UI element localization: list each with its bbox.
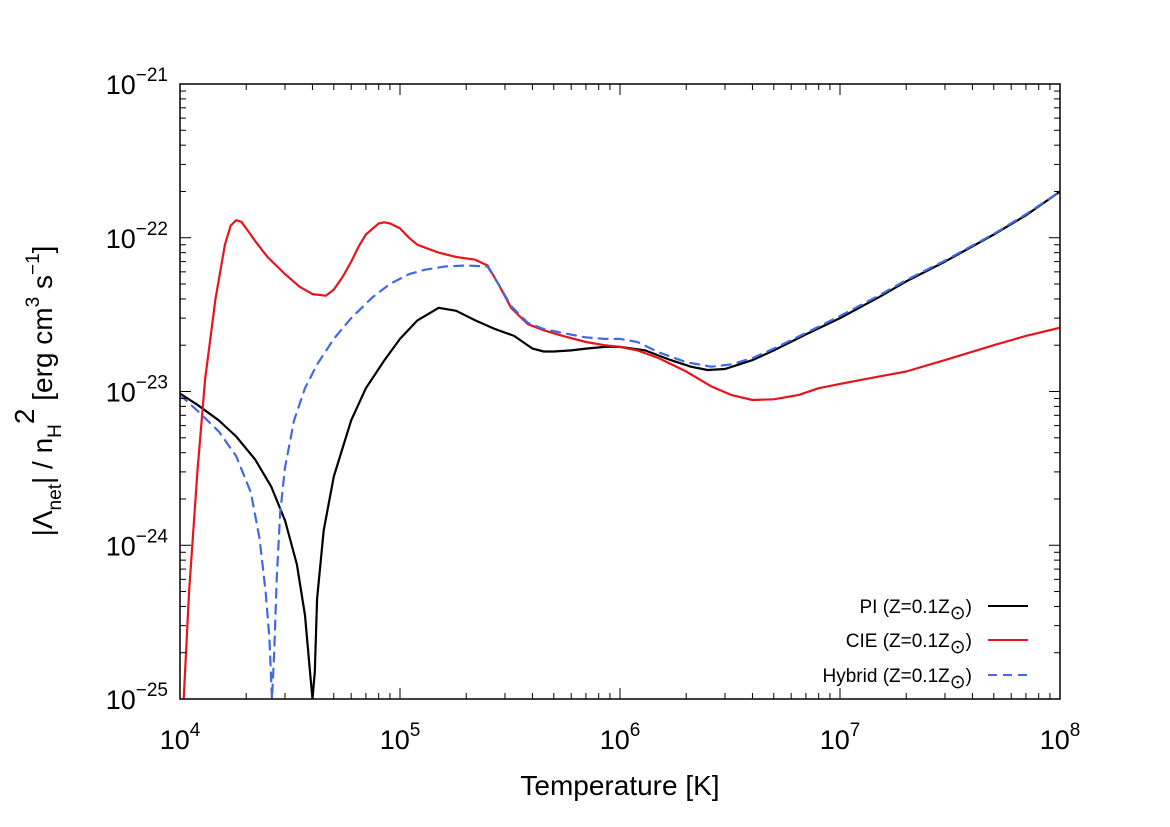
legend-label-pi: PI (Z=0.1Z⊙): [859, 597, 972, 624]
legend-label-cie: CIE (Z=0.1Z⊙): [846, 631, 972, 658]
ticks-layer: [179, 84, 1060, 700]
legend-label-hybrid: Hybrid (Z=0.1Z⊙): [823, 666, 972, 693]
x-tick-label: 108: [1040, 720, 1081, 755]
y-tick-label: 10−21: [106, 65, 168, 100]
series-line-0: [180, 190, 1060, 699]
x-tick-label: 104: [160, 720, 201, 755]
legend: PI (Z=0.1Z⊙) CIE (Z=0.1Z⊙) Hybrid (Z=0.1…: [823, 597, 1028, 693]
legend-entry-hybrid: Hybrid (Z=0.1Z⊙): [823, 666, 1028, 693]
tick-labels: 104 105 106 107 108 10−25 10−24 10−23 10−22 10−21: [106, 65, 1081, 755]
series-line-1: [182, 219, 1060, 699]
y-tick-label: 10−23: [106, 373, 168, 408]
x-tick-label: 105: [380, 720, 421, 755]
legend-entry-cie: CIE (Z=0.1Z⊙): [846, 631, 1028, 658]
x-tick-label: 106: [600, 720, 641, 755]
legend-entry-pi: PI (Z=0.1Z⊙): [859, 597, 1028, 624]
series-layer: [180, 190, 1060, 699]
x-tick-label: 107: [820, 720, 861, 755]
series-line-2: [180, 190, 1060, 699]
x-axis-label: Temperature [K]: [520, 770, 719, 801]
y-axis-label: |Λnet| / nH2 [erg cm3 s−1]: [9, 246, 66, 537]
y-tick-label: 10−24: [106, 526, 169, 561]
y-tick-label: 10−25: [106, 680, 168, 715]
y-tick-label: 10−22: [106, 219, 168, 254]
